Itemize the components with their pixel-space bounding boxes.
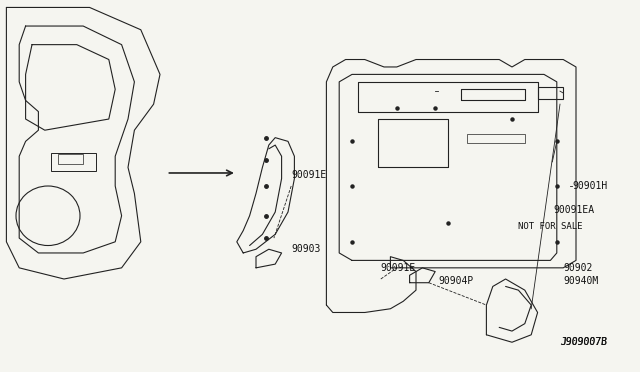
Bar [58,154,83,164]
Text: 90091EA: 90091EA [554,205,595,215]
Text: 90904P: 90904P [438,276,474,286]
Text: 90091E: 90091E [291,170,326,180]
Bar [467,134,525,143]
Text: 90091E: 90091E [381,263,416,273]
Text: J909007B: J909007B [560,337,607,347]
Bar [51,153,96,171]
Text: J909007B: J909007B [560,337,607,347]
Bar [538,87,563,99]
Text: 90940M: 90940M [563,276,598,286]
Text: 90901H: 90901H [573,181,608,191]
Text: 90903: 90903 [291,244,321,254]
Text: NOT FOR SALE: NOT FOR SALE [518,222,583,231]
Text: 90902: 90902 [563,263,593,273]
